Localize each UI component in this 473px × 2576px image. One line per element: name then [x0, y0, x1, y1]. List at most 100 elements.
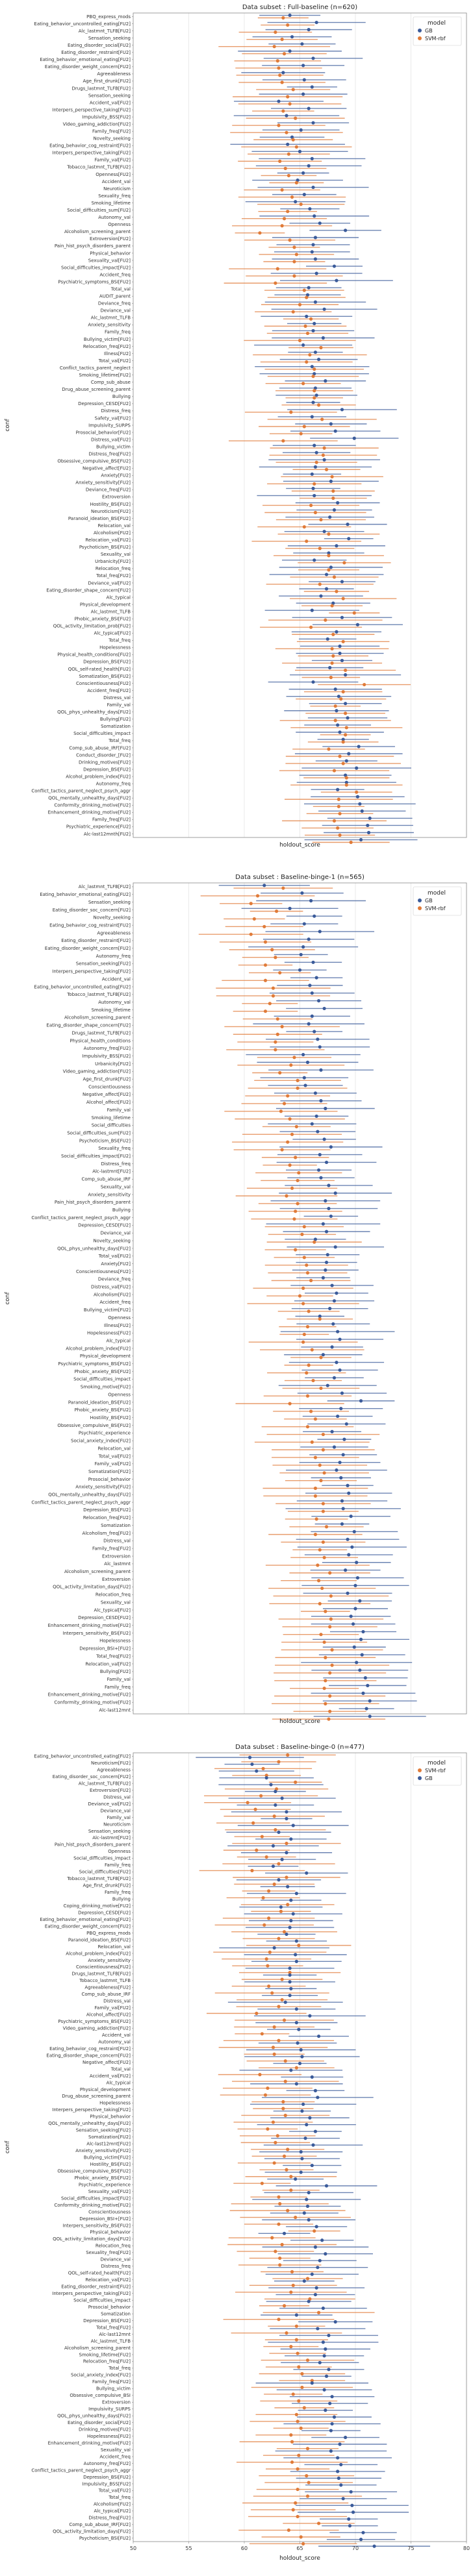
- data-point: [308, 2014, 312, 2018]
- data-point: [332, 1376, 337, 1380]
- data-point: [301, 343, 305, 347]
- y-tick-label: Drugs_lastmnt_TLFB[FU2]: [72, 1972, 131, 1977]
- y-tick-label: Depression_CESD[FU2]: [78, 401, 131, 406]
- data-point: [340, 408, 344, 412]
- data-point: [318, 2360, 322, 2364]
- data-point: [307, 2481, 311, 2484]
- data-point: [324, 1260, 329, 1265]
- data-point: [366, 1683, 370, 1687]
- y-tick-label: Paranoid_ideation_BSI[FU2]: [68, 1400, 131, 1405]
- y-tick-label: Age_first_drunk[FU2]: [83, 79, 131, 84]
- y-tick-label: Alcoholism[FU2]: [94, 530, 131, 536]
- data-point: [305, 1271, 310, 1275]
- data-point: [294, 2066, 298, 2070]
- data-point: [286, 210, 290, 214]
- data-point: [313, 396, 316, 400]
- y-tick-label: Alc_typical[FU2]: [94, 631, 131, 636]
- data-point: [327, 747, 331, 751]
- y-tick-label: Impulsivity_BSS[FU2]: [83, 1054, 131, 1059]
- y-tick-label: Eating_behavior_emotional_eating[FU2]: [40, 892, 131, 897]
- data-point: [316, 2096, 320, 2099]
- data-point: [330, 1663, 334, 1667]
- data-point: [262, 1923, 266, 1927]
- data-point: [292, 1056, 296, 1059]
- data-point: [337, 695, 340, 699]
- y-tick-label: QOL_self-rated_health[FU2]: [68, 667, 131, 672]
- y-tick-label: Negative_affect[FU2]: [83, 2060, 131, 2065]
- y-tick-label: Social_difficulties: [92, 1123, 131, 1128]
- data-point: [310, 85, 314, 89]
- data-point: [301, 1340, 305, 1344]
- data-point: [329, 422, 333, 426]
- data-point: [290, 1132, 294, 1136]
- y-tick-label: Drinking_motives[FU2]: [79, 2427, 131, 2432]
- data-point: [316, 1037, 320, 1041]
- y-tick-label: Novelty_seeking: [94, 915, 131, 921]
- y-tick-label: Pain_hist_psych_disorders_parent: [55, 1842, 131, 1848]
- y-tick-label: Paranoid_ideation_BSI[FU2]: [68, 516, 131, 521]
- data-point: [314, 1517, 318, 1521]
- y-tick-label: Psychiatric_symptoms_BSI[FU2]: [58, 2019, 131, 2024]
- data-point: [259, 1794, 263, 1798]
- y-tick-label: Pain_hist_psych_disorders_parent: [55, 243, 131, 249]
- data-point: [285, 1851, 288, 1855]
- data-point: [321, 1222, 326, 1226]
- data-point: [294, 145, 298, 149]
- data-point: [338, 1368, 342, 1372]
- y-tick-label: Physical_health_conditions: [70, 1038, 131, 1043]
- y-tick-label: Interpers_perspective_taking[FU2]: [52, 107, 131, 112]
- data-point: [294, 2501, 298, 2505]
- data-point: [319, 1386, 323, 1391]
- data-point: [346, 523, 350, 526]
- data-point: [277, 1862, 281, 1866]
- data-point: [286, 23, 290, 27]
- data-point: [324, 1106, 327, 1111]
- y-tick-label: Relocation_freq[FU2]: [83, 1515, 131, 1520]
- data-point: [307, 2190, 311, 2195]
- data-point: [309, 503, 313, 508]
- data-point: [283, 166, 287, 171]
- x-tick-label: 50: [130, 2545, 136, 2551]
- data-point: [308, 207, 312, 211]
- y-tick-label: Family_val: [107, 1677, 131, 1682]
- data-point: [250, 1868, 254, 1873]
- legend-marker-svm-rbf: [418, 906, 422, 910]
- data-point: [267, 1889, 271, 1893]
- data-point: [283, 2079, 287, 2083]
- data-point: [358, 1668, 362, 1672]
- y-tick-label: Hopelessness: [99, 1639, 131, 1644]
- data-point: [341, 737, 345, 741]
- y-tick-label: Video_gaming_addiction[FU2]: [63, 2026, 131, 2031]
- data-point: [277, 123, 281, 127]
- data-point: [330, 475, 334, 478]
- data-point: [311, 185, 315, 190]
- data-point: [313, 2229, 316, 2233]
- y-tick-label: Somatization[FU2]: [88, 2135, 131, 2140]
- y-tick-label: Openness: [108, 1392, 131, 1397]
- data-point: [322, 2354, 326, 2358]
- data-point: [275, 59, 279, 63]
- data-point: [299, 2535, 303, 2539]
- y-tick-label: Conscientiousness: [88, 1084, 131, 1089]
- data-point: [294, 1892, 298, 1896]
- y-tick-label: QOL_phys_unhealthy_days[FU2]: [57, 1246, 131, 1251]
- data-point: [355, 795, 360, 799]
- data-point: [310, 991, 314, 995]
- data-point: [332, 1445, 337, 1449]
- y-tick-label: Enhancement_drinking_motive[FU2]: [48, 2440, 131, 2446]
- data-point: [305, 2447, 310, 2451]
- y-tick-label: Accident_freq: [99, 2454, 131, 2459]
- y-tick-label: Eating_disorder_social[FU2]: [68, 2420, 131, 2425]
- data-point: [296, 2351, 300, 2355]
- data-point: [333, 429, 337, 433]
- y-tick-label: Conscientiousness[FU2]: [76, 1269, 131, 1274]
- legend-box: [413, 1756, 462, 1786]
- data-point: [255, 894, 260, 898]
- data-point: [266, 2127, 270, 2131]
- data-point: [269, 1783, 273, 1787]
- data-point: [299, 2048, 303, 2052]
- y-tick-label: Distress_val[FU2]: [91, 437, 131, 442]
- y-tick-label: Social_difficulties_impact: [73, 731, 131, 736]
- data-point: [341, 1507, 345, 1511]
- y-tick-label: Eating_disorder_shape_concern[FU2]: [46, 1023, 131, 1028]
